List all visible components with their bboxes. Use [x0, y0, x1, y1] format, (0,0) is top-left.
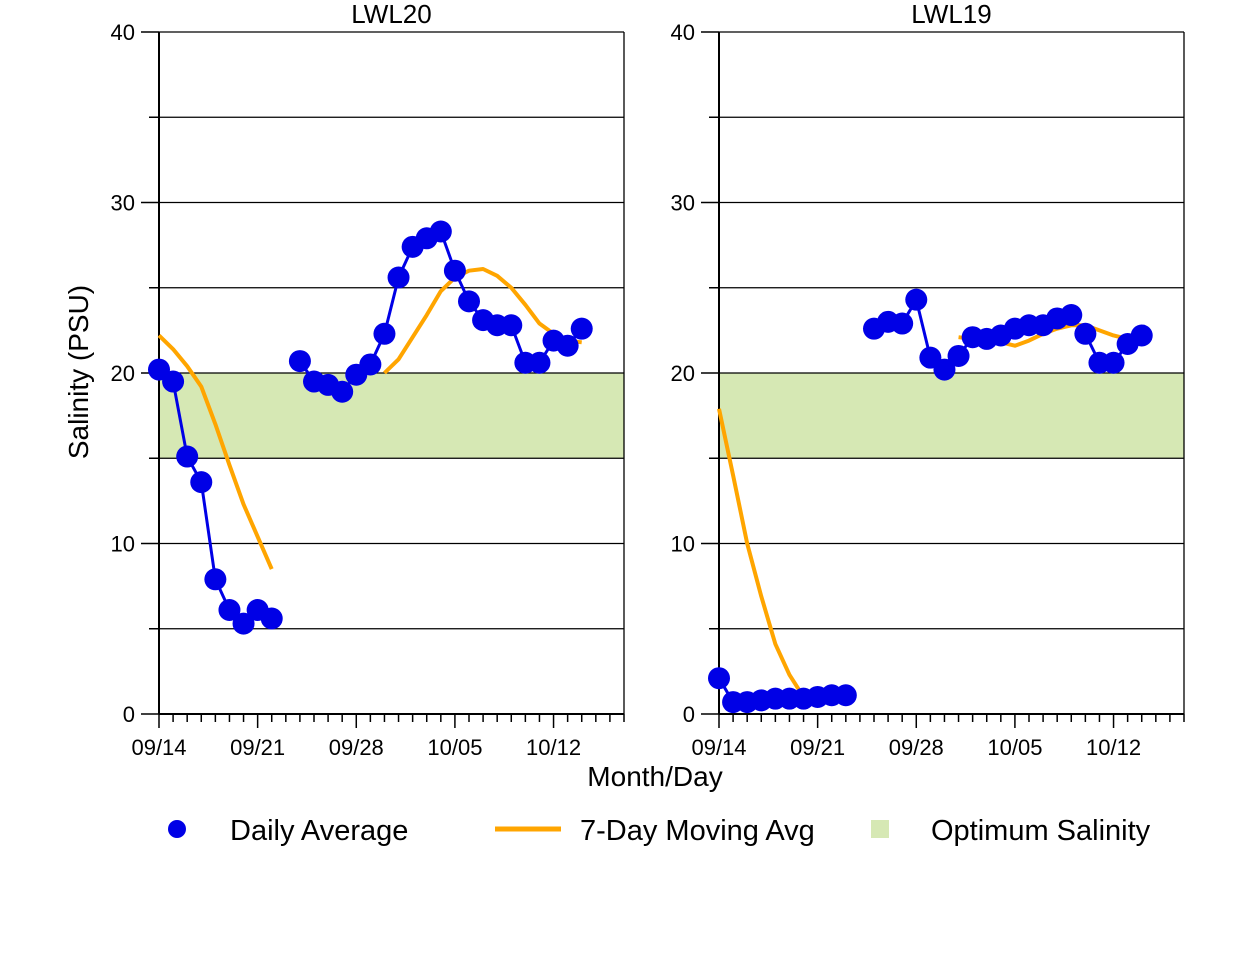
x-tick-label: 09/21 — [790, 735, 845, 760]
x-tick-label: 10/05 — [987, 735, 1042, 760]
panel-title: LWL20 — [351, 0, 431, 29]
daily-point — [708, 667, 730, 690]
legend-moving-label: 7-Day Moving Avg — [580, 815, 815, 847]
y-tick-label: 30 — [671, 191, 695, 216]
daily-point — [1074, 322, 1097, 345]
y-tick-label: 0 — [123, 702, 135, 727]
daily-point — [905, 288, 928, 311]
panel-lwl20: 0 10 20 30 40 09/14 09/21 09/28 10/05 10/12 LWL20 — [111, 0, 625, 760]
x-tick-label: 10/12 — [1086, 735, 1141, 760]
daily-point — [458, 290, 480, 313]
daily-point — [1130, 324, 1153, 347]
daily-point — [260, 607, 283, 630]
daily-point — [162, 370, 185, 393]
daily-point — [834, 684, 857, 707]
daily-point — [218, 598, 241, 621]
optimum-band — [159, 373, 624, 459]
x-tick-label: 09/21 — [230, 735, 285, 760]
legend-optimum-swatch — [871, 820, 889, 838]
x-tick-label: 09/14 — [131, 735, 186, 760]
y-tick-label: 10 — [111, 532, 135, 557]
daily-point — [1102, 351, 1125, 374]
daily-point — [556, 334, 579, 357]
y-tick-label: 0 — [683, 702, 695, 727]
daily-point — [331, 380, 354, 403]
panel-lwl19: 0 10 20 30 40 09/14 09/21 09/28 10/05 10/12 LWL19 — [671, 0, 1185, 760]
x-axis-label: Month/Day — [587, 761, 722, 792]
legend: Daily Average 7-Day Moving Avg Optimum S… — [168, 815, 1151, 847]
daily-point — [891, 312, 914, 335]
x-tick-label: 09/28 — [889, 735, 944, 760]
x-tick-label: 10/12 — [526, 735, 581, 760]
daily-point — [1060, 304, 1083, 327]
daily-point — [373, 322, 396, 345]
daily-point — [443, 259, 466, 282]
legend-daily-marker — [168, 820, 186, 838]
moving-avg-line — [383, 266, 582, 375]
daily-point — [500, 314, 523, 337]
moving-avg-line — [157, 334, 274, 570]
optimum-band — [719, 373, 1184, 459]
panel-title: LWL19 — [911, 0, 991, 29]
daily-point — [190, 471, 213, 494]
y-tick-label: 40 — [111, 20, 135, 45]
daily-point — [387, 266, 410, 289]
y-tick-label: 10 — [671, 532, 695, 557]
x-tick-label: 09/14 — [691, 735, 746, 760]
y-tick-label: 30 — [111, 191, 135, 216]
y-tick-label: 20 — [671, 361, 695, 386]
daily-point — [204, 568, 227, 591]
x-tick-label: 09/28 — [329, 735, 384, 760]
legend-daily-label: Daily Average — [230, 815, 408, 847]
daily-point — [528, 351, 551, 374]
daily-point — [933, 358, 956, 381]
daily-point — [359, 353, 382, 376]
daily-point — [570, 317, 593, 340]
y-tick-label: 20 — [111, 361, 135, 386]
legend-optimum-label: Optimum Salinity — [931, 815, 1151, 847]
daily-point — [176, 445, 199, 468]
y-tick-label: 40 — [671, 20, 695, 45]
daily-point — [232, 612, 255, 635]
daily-point — [947, 344, 970, 367]
daily-point — [429, 220, 452, 243]
daily-point — [288, 350, 311, 373]
y-axis-label: Salinity (PSU) — [63, 285, 94, 459]
x-tick-label: 10/05 — [427, 735, 482, 760]
